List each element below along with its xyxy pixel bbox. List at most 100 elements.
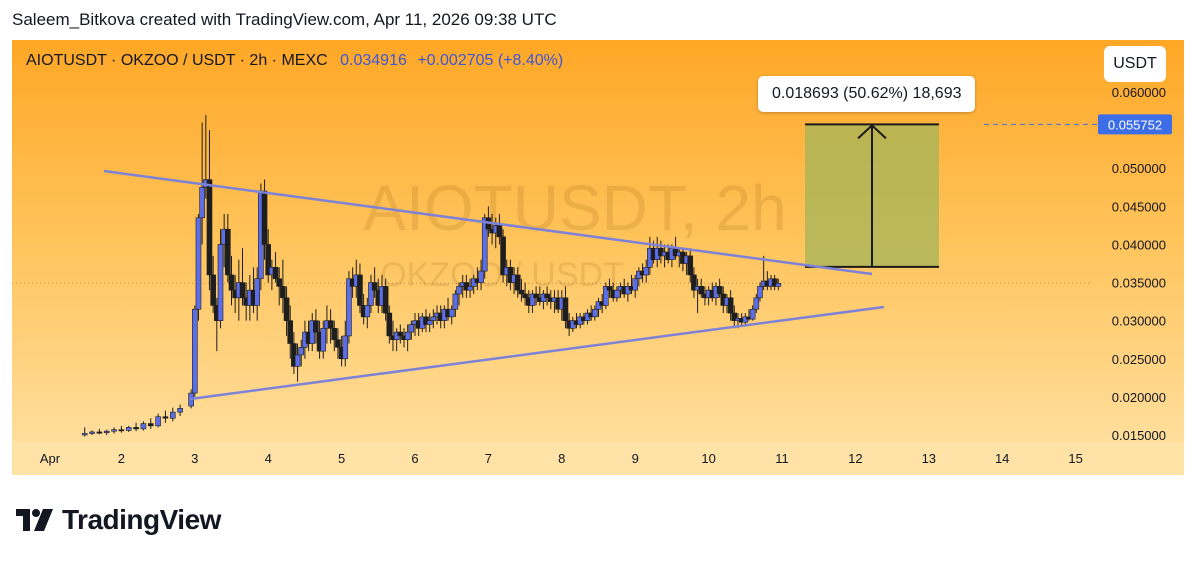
candle-body[interactable] [225,228,231,276]
candle-body[interactable] [643,267,650,276]
candle-body[interactable] [195,217,202,310]
candle-body[interactable] [320,327,327,352]
candle-body[interactable] [331,327,338,341]
candle-body[interactable] [239,282,246,299]
candle-body[interactable] [731,312,738,321]
candle-body[interactable] [742,316,749,323]
candle-body[interactable] [529,293,536,306]
candle-body[interactable] [199,186,205,219]
candle-body[interactable] [169,411,176,419]
candle-body[interactable] [749,308,756,320]
x-axis-tick-label: 12 [848,451,862,466]
candle-body[interactable] [404,331,411,341]
candle-body[interactable] [606,286,613,291]
candle-body[interactable] [155,416,161,427]
candle-body[interactable] [481,217,488,272]
candle-body[interactable] [727,297,734,314]
candle-body[interactable] [448,308,455,318]
candle-body[interactable] [496,225,503,238]
candle-body[interactable] [133,427,139,430]
candle-body[interactable] [177,408,183,413]
y-axis-tick-label: 0.020000 [1112,390,1166,405]
candle-body[interactable] [691,274,697,291]
candle-body[interactable] [426,320,433,325]
candle-body[interactable] [162,416,169,419]
candle-body[interactable] [89,431,95,434]
candle-body[interactable] [514,274,521,291]
candle-body[interactable] [478,270,484,283]
candle-body[interactable] [371,282,378,291]
candle-body[interactable] [467,286,473,291]
x-axis-tick-label: 15 [1068,451,1082,466]
candle-body[interactable] [192,308,198,394]
candle-body[interactable] [716,286,723,295]
candle-body[interactable] [261,190,268,245]
candle-body[interactable] [771,278,778,287]
candle-body[interactable] [632,278,639,291]
candle-body[interactable] [397,331,404,337]
candle-body[interactable] [125,427,132,431]
candle-body[interactable] [544,293,550,299]
candle-body[interactable] [408,324,415,333]
candle-body[interactable] [254,278,260,306]
candle-body[interactable] [614,289,620,299]
candle-body[interactable] [456,286,462,295]
candle-body[interactable] [533,293,539,299]
candle-body[interactable] [698,286,705,295]
candle-body[interactable] [562,297,569,321]
candle-body[interactable] [386,312,393,337]
candle-body[interactable] [452,293,459,310]
candle-body[interactable] [276,278,283,287]
candle-body[interactable] [313,320,319,333]
candle-body[interactable] [757,286,763,299]
tradingview-logo-icon [16,509,53,531]
candle-body[interactable] [518,289,525,295]
candle-body[interactable] [357,274,363,306]
y-axis-tick-label: 0.035000 [1112,276,1166,291]
candle-body[interactable] [500,236,506,276]
currency-button[interactable]: USDT [1104,46,1166,82]
candle-body[interactable] [280,286,286,299]
x-axis-tick-label: 2 [118,451,125,466]
y-axis-tick-label: 0.050000 [1112,161,1166,176]
candle-body[interactable] [206,179,213,276]
candle-body[interactable] [603,286,609,306]
candle-body[interactable] [81,433,88,436]
candle-body[interactable] [368,282,374,306]
x-axis-band [12,442,1184,475]
candle-body[interactable] [265,244,271,276]
candle-body[interactable] [327,320,334,329]
y-axis-tick-label: 0.030000 [1112,314,1166,329]
candle-body[interactable] [430,316,437,321]
candle-body[interactable] [592,308,598,318]
candle-body[interactable] [775,283,782,287]
candle-body[interactable] [272,267,279,280]
upper-trendline[interactable] [103,169,873,276]
candle-body[interactable] [335,339,341,348]
candle-body[interactable] [147,423,154,427]
candle-body[interactable] [283,297,290,321]
candle-body[interactable] [140,423,147,430]
candle-body[interactable] [118,429,125,432]
candle-body[interactable] [294,354,301,367]
candle-body[interactable] [228,274,235,291]
candle-body[interactable] [287,320,294,344]
candle-body[interactable] [210,274,216,306]
candle-body[interactable] [298,347,305,356]
candle-body[interactable] [96,431,103,434]
candle-body[interactable] [217,244,224,321]
candle-body[interactable] [522,293,528,299]
lower-trendline[interactable] [189,305,885,401]
candle-body[interactable] [382,286,389,314]
candle-body[interactable] [346,278,352,337]
candle-body[interactable] [753,297,760,310]
x-axis-tick-label: 7 [485,451,492,466]
candle-body[interactable] [111,429,117,432]
candle-body[interactable] [687,255,694,276]
candle-body[interactable] [364,305,371,318]
candle-body[interactable] [342,335,349,360]
candle-body[interactable] [103,430,110,434]
last-price: 0.034916 [340,52,407,69]
